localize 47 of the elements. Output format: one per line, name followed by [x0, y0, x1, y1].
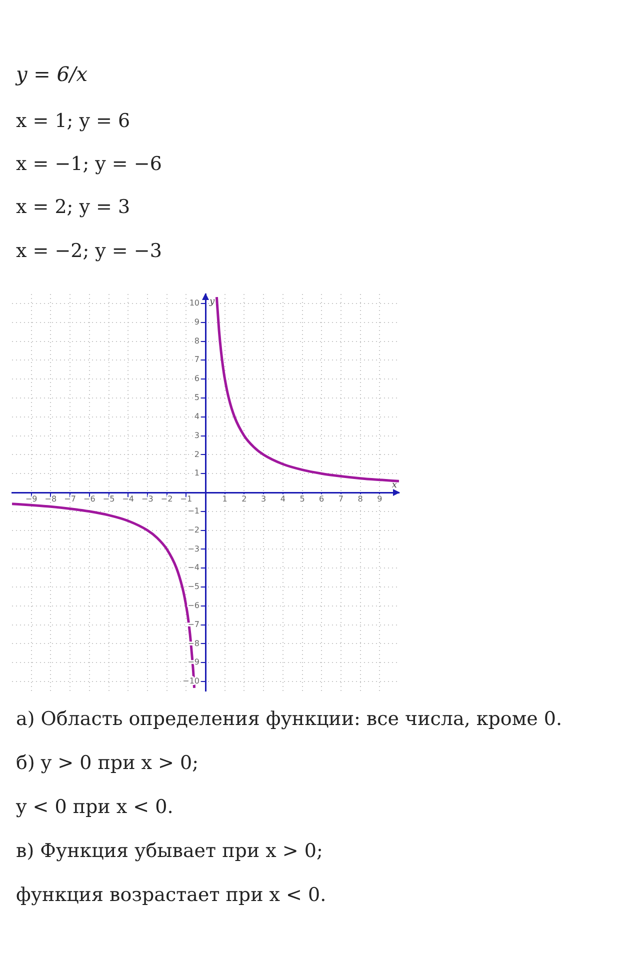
y-tick-label: 9 — [194, 317, 200, 326]
x-tick-label: 7 — [338, 494, 344, 504]
x-tick-label: −2 — [160, 494, 173, 504]
y-tick-label: 1 — [194, 468, 200, 478]
text: x = −1; y = −6 — [16, 153, 162, 175]
text: x = 2; y = 3 — [16, 196, 130, 218]
x-tick-label: −8 — [44, 494, 57, 504]
y-tick-label: −1 — [188, 506, 200, 516]
text: функция возрастает при x < 0. — [16, 884, 326, 906]
y-axis-title: y — [208, 297, 216, 307]
y-tick-label: −2 — [188, 525, 200, 534]
y-tick-label: 2 — [194, 450, 200, 459]
x-tick-label: −6 — [84, 494, 96, 504]
x-tick-label: −7 — [64, 494, 76, 504]
y-tick-label: 4 — [194, 412, 200, 421]
y-tick-label: −6 — [188, 601, 200, 610]
x-tick-label: 4 — [280, 494, 286, 504]
x-tick-label: 9 — [377, 494, 382, 504]
x-tick-label: −5 — [102, 494, 115, 504]
x-tick-label: 8 — [358, 494, 363, 504]
x-tick-label: 6 — [319, 494, 324, 504]
x-tick-label: −3 — [142, 494, 154, 504]
x-tick-label: 2 — [242, 494, 247, 504]
x-tick-label: −1 — [180, 494, 192, 504]
y-tick-label: 3 — [194, 430, 200, 440]
x-tick-label: −4 — [122, 494, 134, 504]
x-tick-label: 3 — [261, 494, 266, 504]
text: y < 0 при x < 0. — [16, 796, 174, 818]
x-tick-label: −9 — [25, 494, 38, 504]
x-tick-label: 1 — [222, 494, 228, 504]
chart-title: y = 6/x — [16, 62, 88, 86]
text: в) Функция убывает при x > 0; — [16, 840, 323, 862]
y-tick-label: 6 — [194, 374, 200, 384]
text: x = 1; y = 6 — [16, 110, 130, 132]
y-tick-label: −4 — [188, 563, 200, 572]
text: б) y > 0 при x > 0; — [16, 752, 198, 774]
x-axis-title: x — [392, 480, 397, 490]
line-series — [215, 296, 399, 482]
y-tick-label: −5 — [188, 582, 200, 592]
text: а) Область определения функции: все числа, кроме 0. — [16, 708, 562, 730]
y-tick-label: 5 — [194, 393, 200, 402]
y-tick-label: −3 — [188, 544, 200, 554]
y-tick-label: 8 — [194, 336, 200, 346]
y-tick-label: 10 — [189, 298, 200, 308]
y-tick-label: 7 — [194, 355, 200, 364]
x-tick-label: 5 — [300, 494, 305, 504]
text: x = −2; y = −3 — [16, 240, 162, 262]
